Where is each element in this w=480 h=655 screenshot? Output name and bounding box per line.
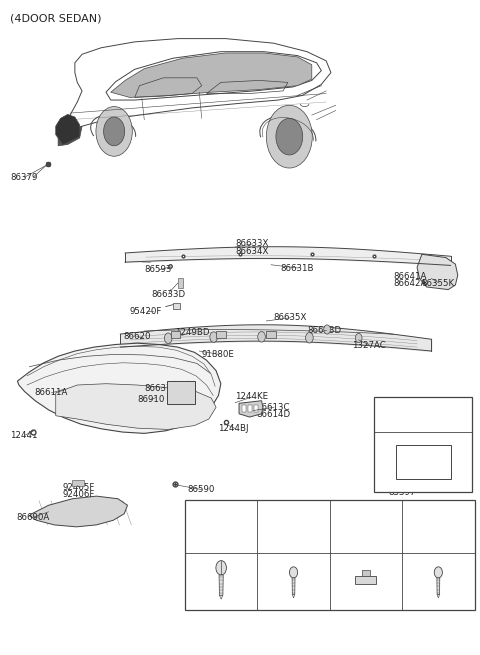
Bar	[72, 481, 84, 485]
Text: 1249LG: 1249LG	[277, 522, 310, 531]
Polygon shape	[219, 595, 223, 599]
Text: 86633X: 86633X	[235, 239, 269, 248]
Text: 86590: 86590	[187, 485, 215, 494]
Circle shape	[434, 567, 443, 578]
Text: 86633D: 86633D	[152, 290, 186, 299]
Polygon shape	[111, 53, 312, 98]
Bar	[248, 405, 252, 413]
Polygon shape	[219, 575, 223, 595]
Text: 92405F: 92405F	[63, 483, 96, 492]
Text: 86634X: 86634X	[235, 246, 269, 255]
Text: 86355K: 86355K	[422, 278, 455, 288]
Text: 1244BJ: 1244BJ	[218, 424, 249, 434]
Circle shape	[216, 561, 227, 575]
Polygon shape	[29, 496, 128, 527]
Circle shape	[104, 117, 125, 146]
Text: 83397: 83397	[388, 488, 416, 496]
Text: 86620: 86620	[123, 332, 151, 341]
Polygon shape	[239, 401, 263, 417]
Bar	[178, 278, 182, 288]
Bar	[362, 570, 370, 576]
Circle shape	[164, 333, 172, 343]
Polygon shape	[437, 578, 440, 595]
Text: 86613C: 86613C	[257, 403, 290, 412]
Circle shape	[355, 333, 362, 343]
Bar	[216, 331, 226, 338]
Text: 12441: 12441	[10, 431, 38, 440]
Circle shape	[258, 331, 265, 342]
Circle shape	[96, 107, 132, 157]
Text: 86631B: 86631B	[281, 263, 314, 272]
Text: 1327AC: 1327AC	[352, 341, 386, 350]
Polygon shape	[56, 115, 80, 145]
Polygon shape	[292, 578, 295, 595]
Bar	[242, 405, 246, 413]
Text: 86637B: 86637B	[144, 384, 178, 394]
Text: 91880E: 91880E	[202, 350, 235, 359]
Bar	[374, 398, 472, 492]
Polygon shape	[17, 343, 221, 434]
Bar	[396, 445, 451, 479]
Polygon shape	[292, 595, 295, 598]
Text: 86593F: 86593F	[205, 522, 237, 531]
Circle shape	[324, 325, 330, 334]
Circle shape	[210, 332, 217, 343]
Text: 86641A: 86641A	[393, 272, 427, 281]
Circle shape	[289, 567, 298, 578]
Text: 1249BD: 1249BD	[175, 328, 210, 337]
Bar	[167, 381, 195, 404]
Text: (4DOOR SEDAN): (4DOOR SEDAN)	[10, 14, 102, 24]
Text: 1249PF: 1249PF	[422, 522, 455, 531]
Text: 86910: 86910	[137, 395, 165, 404]
Text: 95420F: 95420F	[130, 307, 162, 316]
Text: 86690A: 86690A	[16, 513, 50, 521]
Bar	[254, 405, 258, 413]
Bar	[266, 331, 276, 338]
Bar	[355, 576, 376, 584]
Text: 86635X: 86635X	[274, 313, 307, 322]
Circle shape	[276, 119, 303, 155]
Bar	[142, 254, 151, 262]
Bar	[185, 500, 475, 610]
Text: 86614D: 86614D	[257, 410, 291, 419]
Polygon shape	[417, 254, 458, 290]
Text: 86611A: 86611A	[34, 388, 68, 398]
Polygon shape	[56, 384, 216, 430]
Polygon shape	[58, 126, 82, 146]
Text: 83397: 83397	[409, 410, 437, 419]
Text: 1244KE: 1244KE	[235, 392, 268, 402]
Text: 86633D: 86633D	[307, 326, 341, 335]
Text: 86379: 86379	[10, 173, 37, 181]
Circle shape	[266, 105, 312, 168]
Text: 86593: 86593	[144, 265, 172, 274]
Text: 1335AA: 1335AA	[349, 522, 383, 531]
Bar	[170, 331, 180, 338]
Text: 86642A: 86642A	[393, 279, 427, 288]
Text: 92406F: 92406F	[63, 491, 96, 499]
Circle shape	[306, 333, 313, 343]
Polygon shape	[437, 595, 440, 598]
Bar	[173, 303, 180, 309]
